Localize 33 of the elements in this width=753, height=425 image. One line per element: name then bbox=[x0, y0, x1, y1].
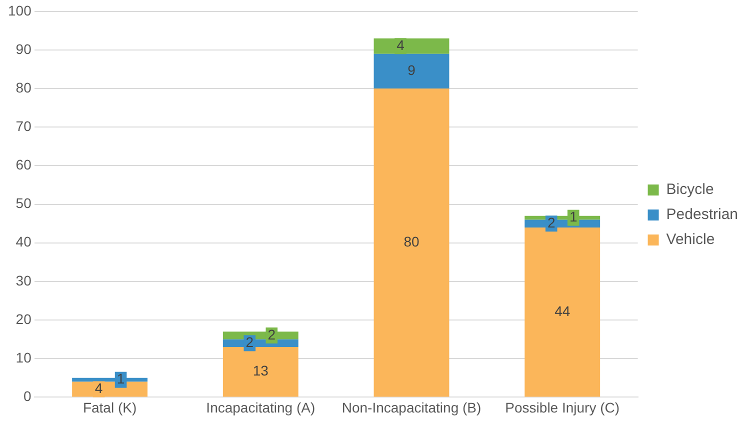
x-tick-label: Non-Incapacitating (B) bbox=[342, 399, 482, 416]
bar bbox=[222, 347, 298, 397]
y-tick-label: 80 bbox=[16, 79, 32, 96]
data-label: 4 bbox=[94, 380, 103, 396]
bar bbox=[524, 227, 600, 397]
bar bbox=[374, 54, 450, 89]
y-tick-label: 40 bbox=[16, 234, 32, 250]
data-label: 13 bbox=[252, 362, 269, 379]
y-tick-label: 0 bbox=[24, 388, 32, 404]
legend-label: Bicycle bbox=[666, 181, 714, 198]
y-tick-label: 50 bbox=[16, 195, 32, 212]
legend-label: Pedestrian bbox=[666, 206, 738, 224]
y-tick-label: 100 bbox=[8, 2, 32, 18]
y-tick-label: 90 bbox=[16, 40, 32, 57]
legend-label: Vehicle bbox=[666, 231, 715, 248]
data-label: 9 bbox=[408, 62, 416, 78]
y-tick-label: 30 bbox=[16, 272, 32, 288]
y-tick-label: 10 bbox=[16, 349, 32, 366]
data-label: 44 bbox=[554, 302, 570, 319]
x-tick-label: Incapacitating (A) bbox=[206, 399, 316, 416]
bar bbox=[374, 88, 450, 397]
data-label: 4 bbox=[396, 36, 405, 53]
data-label: 2 bbox=[268, 326, 276, 342]
y-tick-label: 20 bbox=[16, 310, 32, 327]
x-tick-label: Fatal (K) bbox=[82, 399, 137, 416]
data-label: 1 bbox=[569, 208, 578, 225]
data-label: 1 bbox=[116, 370, 125, 387]
x-tick-label: Possible Injury (C) bbox=[505, 399, 620, 416]
data-label: 80 bbox=[404, 233, 420, 250]
data-label: 2 bbox=[246, 334, 254, 350]
data-label: 2 bbox=[547, 214, 556, 230]
y-tick-label: 60 bbox=[16, 156, 32, 173]
y-tick-label: 70 bbox=[16, 118, 32, 134]
